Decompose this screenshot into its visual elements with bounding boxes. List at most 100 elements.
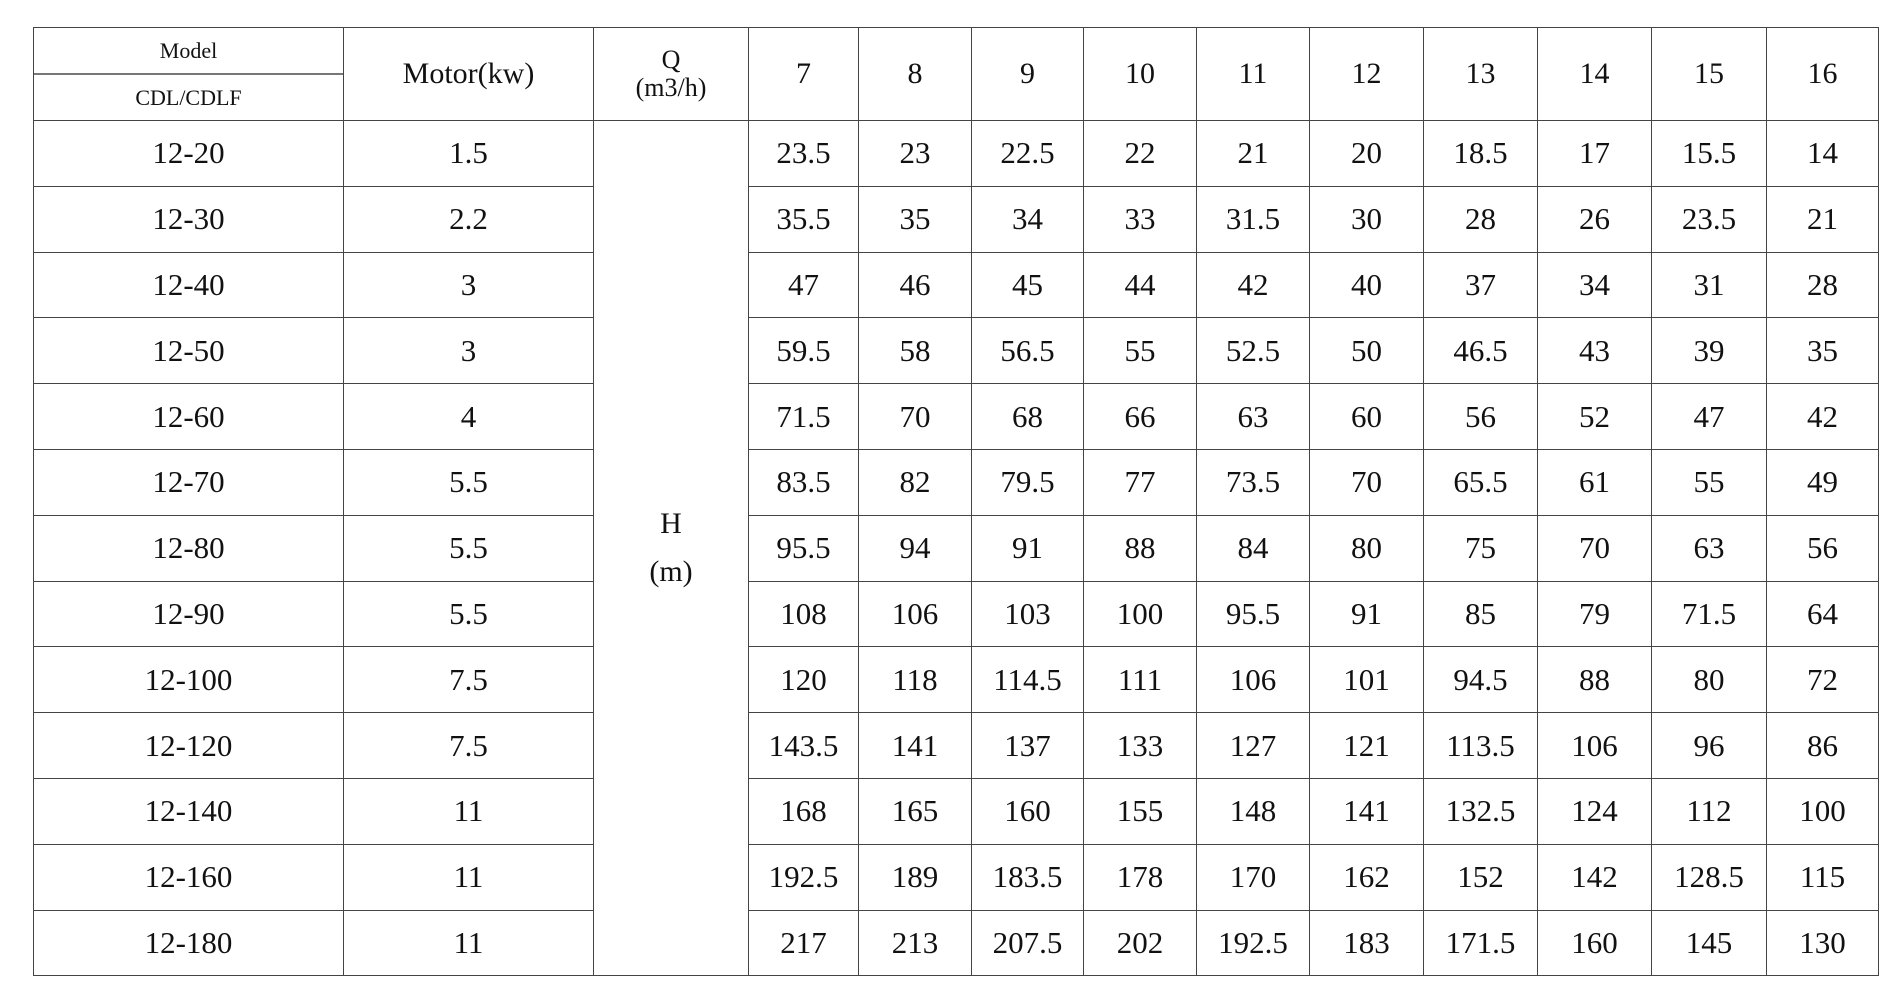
- head-value-cell: 130: [1766, 909, 1879, 977]
- head-value-cell: 80: [1651, 646, 1767, 714]
- head-value-cell: 73.5: [1196, 448, 1310, 516]
- model-header-label: Model: [34, 28, 343, 75]
- head-value-cell: 155: [1083, 777, 1197, 845]
- head-value-cell: 91: [971, 514, 1084, 582]
- head-value-cell: 88: [1537, 646, 1652, 714]
- head-value-cell: 52: [1537, 383, 1652, 450]
- head-value-cell: 84: [1196, 514, 1310, 582]
- header-row: Model CDL/CDLF Motor(kw) Q (m3/h) 7 8 9 10 1…: [33, 27, 1879, 121]
- head-value-cell: 34: [1537, 251, 1652, 319]
- table-row: 12-30 2.2 35.5 35 34 33 31.5 30 28 26 23.5 21: [33, 185, 1879, 253]
- head-value-cell: 217: [748, 909, 859, 977]
- head-value-cell: 70: [1309, 448, 1424, 516]
- head-value-cell: 178: [1083, 843, 1197, 911]
- motor-cell: 11: [343, 777, 594, 845]
- head-value-cell: 112: [1651, 777, 1767, 845]
- head-value-cell: 168: [748, 777, 859, 845]
- model-cell: 12-140: [33, 777, 344, 845]
- head-value-cell: 66: [1083, 383, 1197, 450]
- pump-performance-table: Model CDL/CDLF Motor(kw) Q (m3/h) 7 8 9 10 1…: [33, 27, 1879, 977]
- head-value-cell: 160: [971, 777, 1084, 845]
- model-cell: 12-30: [33, 185, 344, 253]
- table-row: 12-20 1.5 H (m) 23.5 23 22.5 22 21 20 18.5 17 15.5 14: [33, 119, 1879, 977]
- head-value-cell: 120: [748, 646, 859, 714]
- head-value-cell: 22: [1083, 120, 1197, 187]
- head-value-cell: 100: [1083, 580, 1197, 648]
- head-value-cell: 100: [1766, 777, 1879, 845]
- head-value-cell: 31: [1651, 251, 1767, 319]
- head-value-cell: 160: [1537, 909, 1652, 977]
- motor-cell: 11: [343, 843, 594, 911]
- head-value-cell: 165: [858, 777, 972, 845]
- head-value-cell: 39: [1651, 317, 1767, 385]
- head-value-cell: 115: [1766, 843, 1879, 911]
- head-value-cell: 88: [1083, 514, 1197, 582]
- head-value-cell: 143.5: [748, 712, 859, 779]
- head-value-cell: 56: [1423, 383, 1538, 450]
- head-value-cell: 22.5: [971, 120, 1084, 187]
- head-value-cell: 18.5: [1423, 120, 1538, 187]
- head-value-cell: 28: [1423, 185, 1538, 253]
- table-row: 12-120 7.5 143.5 141 137 133 127 121 113.5 106 96 8…: [33, 712, 1879, 779]
- head-value-cell: 46: [858, 251, 972, 319]
- model-cell: 12-40: [33, 251, 344, 319]
- head-value-cell: 133: [1083, 712, 1197, 779]
- head-value-cell: 42: [1766, 383, 1879, 450]
- head-value-cell: 15.5: [1651, 120, 1767, 187]
- head-value-cell: 145: [1651, 909, 1767, 977]
- head-value-cell: 213: [858, 909, 972, 977]
- head-value-cell: 111: [1083, 646, 1197, 714]
- head-value-cell: 30: [1309, 185, 1424, 253]
- head-value-cell: 20: [1309, 120, 1424, 187]
- head-value-cell: 127: [1196, 712, 1310, 779]
- head-value-cell: 58: [858, 317, 972, 385]
- head-value-cell: 148: [1196, 777, 1310, 845]
- head-value-cell: 83.5: [748, 448, 859, 516]
- head-value-cell: 49: [1766, 448, 1879, 516]
- head-value-cell: 33: [1083, 185, 1197, 253]
- head-value-cell: 192.5: [748, 843, 859, 911]
- model-cell: 12-180: [33, 909, 344, 977]
- head-value-cell: 91: [1309, 580, 1424, 648]
- flow-value-header: 16: [1766, 27, 1879, 121]
- motor-cell: 2.2: [343, 185, 594, 253]
- table-row: 12-80 5.5 95.5 94 91 88 84 80 75 70 63 56: [33, 514, 1879, 582]
- head-value-cell: 14: [1766, 120, 1879, 187]
- head-value-cell: 183.5: [971, 843, 1084, 911]
- head-value-cell: 43: [1537, 317, 1652, 385]
- head-value-cell: 183: [1309, 909, 1424, 977]
- head-value-cell: 80: [1309, 514, 1424, 582]
- model-header: Model CDL/CDLF: [33, 27, 344, 121]
- head-value-cell: 94: [858, 514, 972, 582]
- head-value-cell: 21: [1196, 120, 1310, 187]
- motor-cell: 5.5: [343, 514, 594, 582]
- head-value-cell: 45: [971, 251, 1084, 319]
- flow-value-header: 11: [1196, 27, 1310, 121]
- head-value-cell: 56: [1766, 514, 1879, 582]
- head-value-cell: 162: [1309, 843, 1424, 911]
- head-value-cell: 34: [971, 185, 1084, 253]
- motor-cell: 7.5: [343, 646, 594, 714]
- head-value-cell: 128.5: [1651, 843, 1767, 911]
- flow-value-header: 8: [858, 27, 972, 121]
- head-value-cell: 94.5: [1423, 646, 1538, 714]
- head-value-cell: 63: [1196, 383, 1310, 450]
- table-row: 12-50 3 59.5 58 56.5 55 52.5 50 46.5 43 39 35: [33, 317, 1879, 385]
- model-cell: 12-80: [33, 514, 344, 582]
- head-value-cell: 137: [971, 712, 1084, 779]
- flow-unit: (m3/h): [635, 73, 707, 102]
- head-value-cell: 23.5: [748, 120, 859, 187]
- head-value-cell: 71.5: [1651, 580, 1767, 648]
- table-row: 12-70 5.5 83.5 82 79.5 77 73.5 70 65.5 61 55 49: [33, 448, 1879, 516]
- flow-value-header: 9: [971, 27, 1084, 121]
- head-value-cell: 37: [1423, 251, 1538, 319]
- flow-value-header: 15: [1651, 27, 1767, 121]
- motor-cell: 4: [343, 383, 594, 450]
- head-value-cell: 141: [1309, 777, 1424, 845]
- head-value-cell: 114.5: [971, 646, 1084, 714]
- head-label-cell: H (m): [593, 119, 749, 977]
- head-value-cell: 70: [1537, 514, 1652, 582]
- head-value-cell: 142: [1537, 843, 1652, 911]
- head-value-cell: 106: [858, 580, 972, 648]
- head-value-cell: 192.5: [1196, 909, 1310, 977]
